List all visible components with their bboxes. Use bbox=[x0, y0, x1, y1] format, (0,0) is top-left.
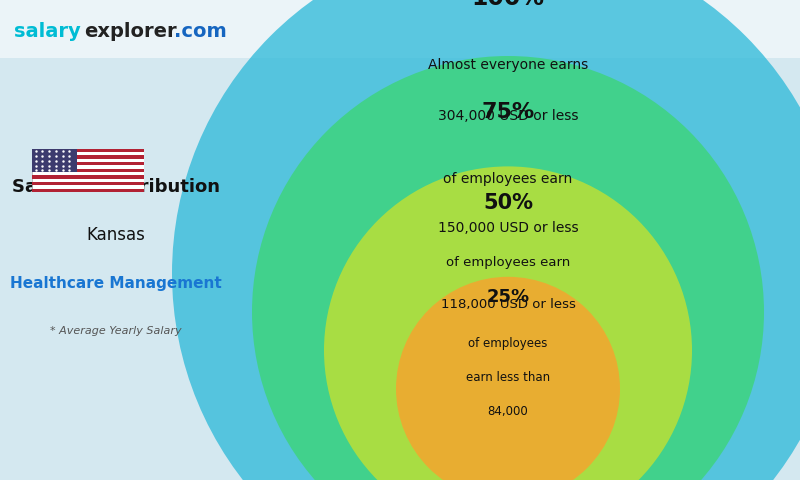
Text: 304,000 USD or less: 304,000 USD or less bbox=[438, 108, 578, 123]
Bar bbox=[32, 149, 77, 172]
Ellipse shape bbox=[172, 0, 800, 480]
Ellipse shape bbox=[324, 167, 692, 480]
Ellipse shape bbox=[396, 277, 620, 480]
Text: earn less than: earn less than bbox=[466, 371, 550, 384]
Text: 50%: 50% bbox=[483, 193, 533, 213]
Bar bbox=[32, 162, 144, 166]
Bar bbox=[32, 169, 144, 172]
Bar bbox=[32, 149, 144, 152]
Text: Kansas: Kansas bbox=[86, 226, 146, 244]
Text: 100%: 100% bbox=[471, 0, 545, 10]
Ellipse shape bbox=[252, 56, 764, 480]
Text: explorer: explorer bbox=[84, 22, 177, 41]
Text: Almost everyone earns: Almost everyone earns bbox=[428, 58, 588, 72]
Bar bbox=[32, 156, 144, 159]
Text: * Average Yearly Salary: * Average Yearly Salary bbox=[50, 326, 182, 336]
Text: 150,000 USD or less: 150,000 USD or less bbox=[438, 220, 578, 235]
Text: salary: salary bbox=[14, 22, 81, 41]
Bar bbox=[32, 175, 144, 179]
Text: of employees earn: of employees earn bbox=[443, 172, 573, 186]
Text: Healthcare Management: Healthcare Management bbox=[10, 276, 222, 291]
Text: of employees: of employees bbox=[468, 337, 548, 350]
Text: 118,000 USD or less: 118,000 USD or less bbox=[441, 298, 575, 311]
Text: Salaries Distribution: Salaries Distribution bbox=[12, 178, 220, 196]
Text: 25%: 25% bbox=[486, 288, 530, 306]
Bar bbox=[32, 182, 144, 185]
FancyBboxPatch shape bbox=[0, 0, 800, 58]
Bar bbox=[32, 189, 144, 192]
Text: 84,000: 84,000 bbox=[488, 405, 528, 418]
Text: 75%: 75% bbox=[482, 102, 534, 122]
Text: of employees earn: of employees earn bbox=[446, 255, 570, 269]
Text: .com: .com bbox=[174, 22, 227, 41]
